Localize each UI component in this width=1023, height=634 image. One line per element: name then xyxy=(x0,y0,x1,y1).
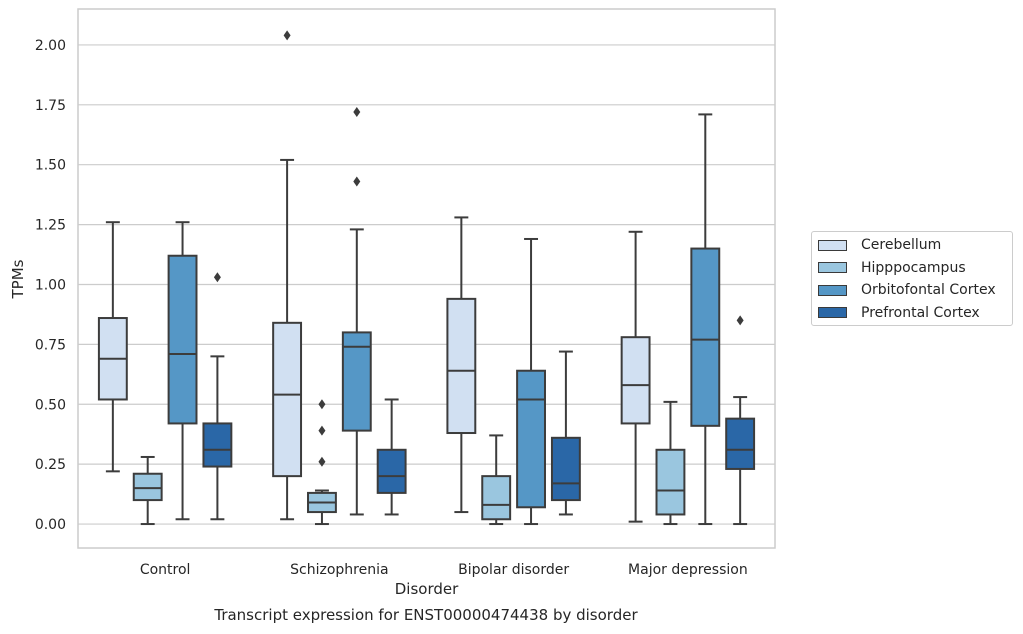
outlier-point xyxy=(318,425,326,436)
box-body xyxy=(690,247,721,427)
y-tick-label: 1.50 xyxy=(35,158,66,174)
y-tick-label: 1.00 xyxy=(35,277,66,293)
x-tick-label: Major depression xyxy=(628,562,748,578)
legend-label: Orbitofontal Cortex xyxy=(861,282,996,298)
x-tick-label: Bipolar disorder xyxy=(458,562,569,578)
box-body xyxy=(167,254,198,425)
y-tick-label: 2.00 xyxy=(35,38,66,54)
box-0-2 xyxy=(446,216,477,514)
x-tick-labels: Control Schizophrenia Bipolar disorder Majo… xyxy=(140,562,748,578)
legend: Cerebellum Hipppocampus Orbitofontal Corte… xyxy=(811,231,1013,326)
box-3-0 xyxy=(202,272,233,521)
box-1-1 xyxy=(307,399,337,526)
y-tick-label: 0.00 xyxy=(35,517,66,533)
box-body xyxy=(516,369,546,509)
box-body xyxy=(446,297,477,435)
legend-item: Orbitofontal Cortex xyxy=(818,280,996,300)
box-3-2 xyxy=(550,350,581,516)
legend-swatch xyxy=(818,262,847,273)
box-0-1 xyxy=(272,30,303,521)
box-1-0 xyxy=(132,455,163,526)
x-axis-label: Disorder xyxy=(394,580,459,598)
y-tick-labels: 0.00 0.25 0.50 0.75 1.00 1.25 1.50 1.75 2.00 xyxy=(35,38,66,533)
box-body xyxy=(341,331,372,432)
box-0-3 xyxy=(620,230,651,523)
box-series xyxy=(97,30,756,526)
outlier-point xyxy=(213,272,221,283)
legend-item: Hipppocampus xyxy=(818,258,966,278)
legend-item: Prefrontal Cortex xyxy=(818,303,980,323)
legend-swatch xyxy=(818,284,847,296)
box-body xyxy=(550,436,581,502)
legend-label: Prefrontal Cortex xyxy=(861,304,980,321)
box-2-0 xyxy=(167,221,198,521)
legend-label: Cerebellum xyxy=(861,237,942,253)
legend-item: Cerebellum xyxy=(818,235,941,255)
box-0-0 xyxy=(97,221,128,473)
box-3-3 xyxy=(725,315,756,526)
box-body xyxy=(481,475,512,521)
box-2-1 xyxy=(341,107,372,516)
outlier-point xyxy=(318,399,326,410)
x-tick-label: Schizophrenia xyxy=(290,562,388,578)
outlier-point xyxy=(353,107,361,118)
y-tick-label: 0.25 xyxy=(35,457,66,473)
y-tick-label: 0.75 xyxy=(35,337,66,353)
outlier-point xyxy=(736,315,744,326)
box-2-3 xyxy=(690,113,721,526)
box-1-3 xyxy=(655,400,686,526)
gridlines xyxy=(78,44,775,525)
legend-swatch xyxy=(818,307,847,318)
y-tick-label: 1.25 xyxy=(35,218,66,234)
legend-swatch xyxy=(818,239,847,251)
box-body xyxy=(376,448,407,494)
box-1-2 xyxy=(481,434,512,526)
box-body xyxy=(620,336,651,425)
box-body xyxy=(272,321,303,478)
y-axis-label: TPMs xyxy=(9,259,27,299)
outlier-point xyxy=(283,30,291,41)
box-3-1 xyxy=(376,398,407,516)
box-body xyxy=(132,472,163,502)
outlier-point xyxy=(353,176,361,187)
legend-label: Hipppocampus xyxy=(861,259,966,276)
x-tick-label: Control xyxy=(140,562,191,578)
y-tick-label: 0.50 xyxy=(35,397,66,413)
box-body xyxy=(725,417,756,470)
y-tick-label: 1.75 xyxy=(35,98,66,114)
outlier-point xyxy=(318,456,326,467)
chart-caption: Transcript expression for ENST0000047443… xyxy=(214,606,638,624)
box-body xyxy=(202,422,233,468)
box-2-2 xyxy=(516,237,546,526)
box-body xyxy=(655,448,686,516)
